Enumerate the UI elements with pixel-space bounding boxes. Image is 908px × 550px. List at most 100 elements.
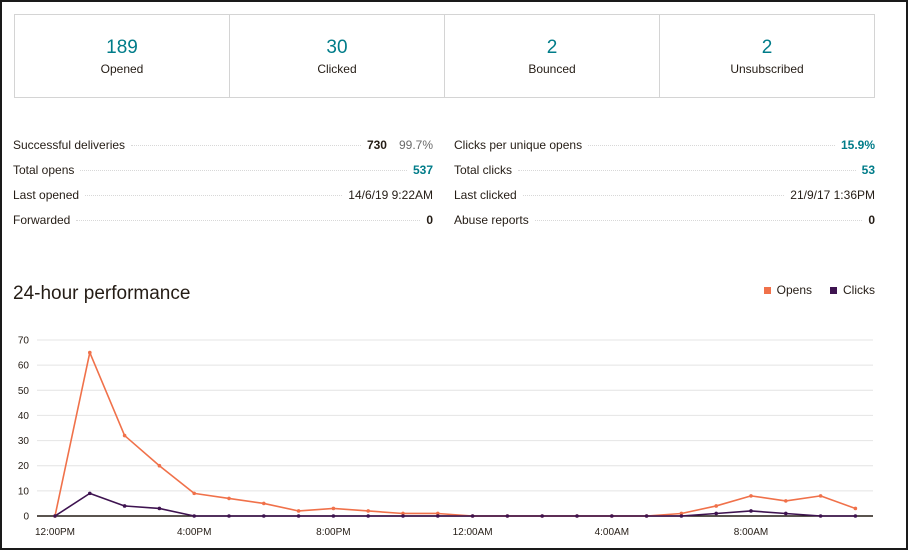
metric-value: 0 [426,213,433,227]
metric-value: 730 [366,138,387,152]
stat-unsubscribed[interactable]: 2 Unsubscribed [660,15,874,97]
data-point-opens [784,499,788,503]
clicks-swatch [830,286,837,294]
metric-label: Last clicked [454,188,517,202]
data-point-opens [749,494,753,498]
data-point-clicks [436,514,440,518]
data-point-opens [818,494,823,498]
dotted-leader [76,220,421,221]
data-point-clicks [714,511,718,516]
y-tick-label: 60 [18,361,30,372]
data-point-clicks [749,509,753,513]
legend-item-opens[interactable]: Opens [763,283,812,297]
metric-value: 14/6/19 9:22AM [348,188,433,202]
legend-label: Clicks [843,283,875,297]
stat-value: 2 [761,37,773,58]
data-point-clicks [575,514,579,518]
data-point-opens [296,509,301,513]
dotted-leader [522,195,785,196]
data-point-opens [331,506,336,511]
x-tick-label: 12:00AM [453,527,493,538]
data-point-clicks [53,514,57,518]
stat-value: 189 [106,37,138,58]
data-point-opens [401,511,405,516]
stat-label: Unsubscribed [730,62,804,76]
data-point-clicks [227,514,231,518]
data-point-opens [262,501,266,506]
stat-value: 2 [546,37,558,58]
metric-label: Abuse reports [454,213,529,227]
dotted-leader [85,195,343,196]
stat-clicked[interactable]: 30 Clicked [230,15,445,97]
data-point-clicks [122,504,127,508]
metric-value: 0 [868,213,875,227]
x-tick-label: 4:00PM [177,527,211,538]
metric-value-link[interactable]: 537 [412,163,433,177]
stat-value: 30 [326,37,348,58]
series-line-clicks [54,492,856,517]
metric-label: Successful deliveries [13,138,126,152]
data-point-clicks [88,491,92,496]
data-point-opens [157,463,162,468]
data-point-clicks [192,514,196,518]
data-point-clicks [644,514,649,518]
metric-total-opens: Total opens 537 [13,163,433,188]
metric-total-clicks: Total clicks 53 [454,163,875,188]
stat-label: Opened [100,62,144,76]
y-tick-label: 0 [23,512,29,523]
data-point-opens [192,491,196,496]
metric-percent: 99.7% [398,138,433,152]
dotted-leader [131,145,361,146]
x-tick-label: 12:00PM [35,527,75,538]
y-tick-label: 50 [18,386,30,397]
data-point-clicks [296,514,301,518]
data-point-opens [88,350,92,355]
legend-item-clicks[interactable]: Clicks [830,283,875,297]
stat-bounced[interactable]: 2 Bounced [445,15,660,97]
dotted-leader [534,220,863,221]
metrics-left: Successful deliveries 730 99.7% Total op… [13,138,433,238]
dotted-leader [518,170,856,171]
stat-label: Bounced [528,62,576,76]
data-point-clicks [784,511,788,516]
summary-stats: 189 Opened 30 Clicked 2 Bounced 2 Unsubs… [14,14,875,98]
x-tick-label: 8:00PM [316,527,350,538]
opens-swatch [763,286,771,294]
y-tick-label: 10 [18,486,30,497]
metric-last-opened: Last opened 14/6/19 9:22AM [13,188,433,213]
dotted-leader [588,145,835,146]
metric-label: Clicks per unique opens [454,138,583,152]
x-tick-label: 8:00AM [734,527,768,538]
metric-value-link[interactable]: 53 [861,163,875,177]
metrics-right: Clicks per unique opens 15.9% Total clic… [454,138,875,238]
data-point-opens [436,511,440,516]
chart-legend: Opens Clicks [746,283,875,297]
data-point-opens [853,506,858,511]
metric-forwarded: Forwarded 0 [13,213,433,238]
dotted-leader [80,170,407,171]
series-line-opens [54,351,856,517]
legend-label: Opens [776,283,812,297]
data-point-opens [227,496,231,501]
data-point-clicks [262,514,266,518]
metric-label: Last opened [13,188,80,202]
metric-label: Total clicks [454,163,513,177]
data-point-clicks [505,514,510,518]
data-point-clicks [157,506,162,511]
y-tick-label: 30 [18,436,30,447]
metric-value: 15.9% [840,138,875,152]
metric-clicks-per-unique-opens: Clicks per unique opens 15.9% [454,138,875,163]
metric-label: Total opens [13,163,75,177]
stat-opened[interactable]: 189 Opened [15,15,230,97]
data-point-opens [714,504,718,508]
stat-label: Clicked [317,62,357,76]
y-tick-label: 20 [18,461,30,472]
metric-value: 21/9/17 1:36PM [790,188,875,202]
data-point-clicks [818,514,823,518]
data-point-clicks [331,514,336,518]
metric-successful-deliveries: Successful deliveries 730 99.7% [13,138,433,163]
metric-label: Forwarded [13,213,71,227]
data-point-clicks [610,514,614,518]
y-tick-label: 70 [18,336,30,347]
